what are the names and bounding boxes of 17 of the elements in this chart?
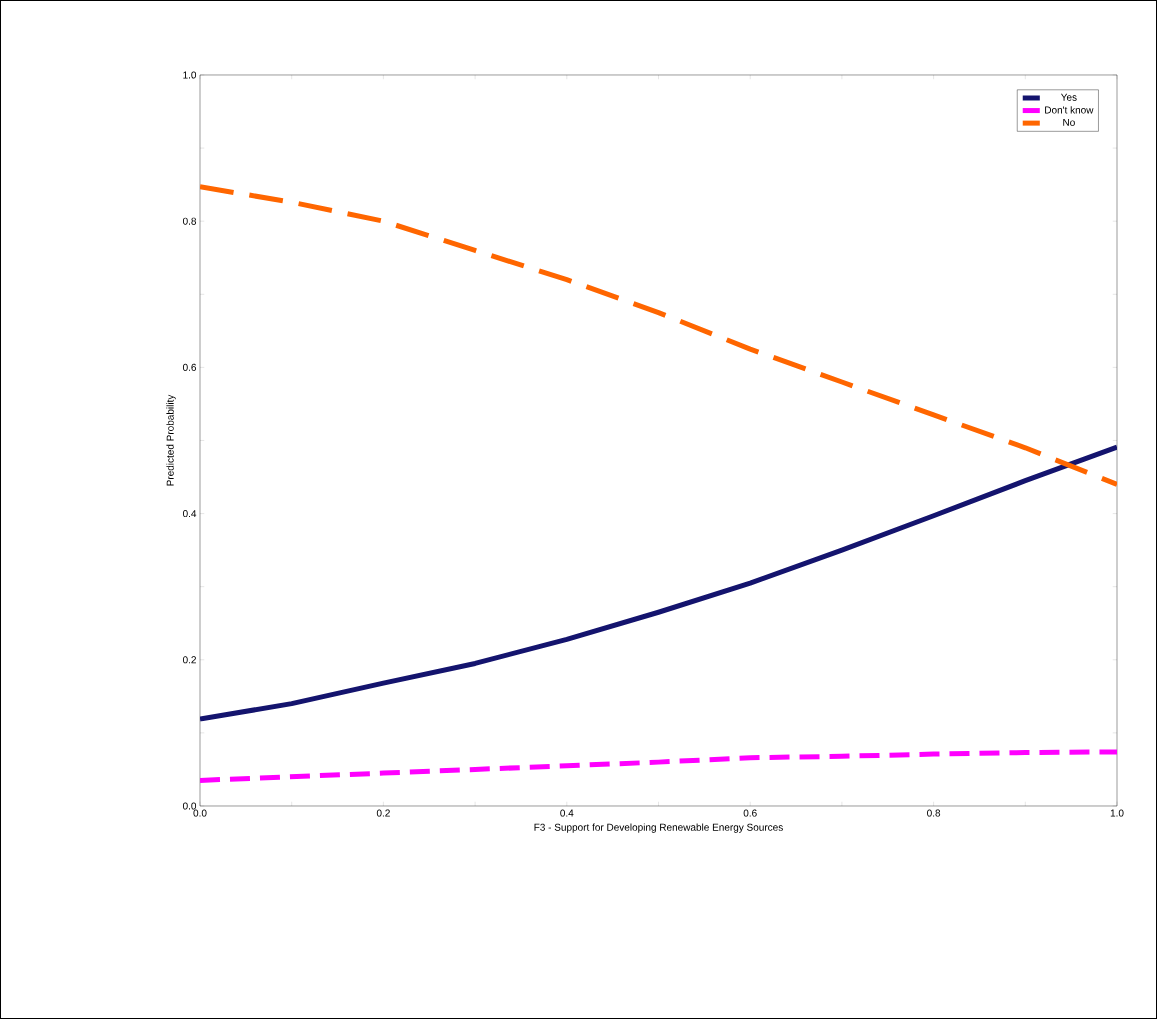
y-tick-label: 1.0	[183, 71, 197, 79]
legend-label: Yes	[1060, 93, 1077, 101]
x-axis-title: F3 - Support for Developing Renewable Energy Sources	[534, 823, 783, 833]
y-tick-label: 0.4	[182, 510, 197, 518]
x-tick-label: 0.2	[376, 809, 390, 817]
x-tick-label: 0.4	[560, 809, 574, 817]
y-tick-label: 0.0	[182, 802, 197, 810]
x-tick-label: 0.8	[927, 809, 941, 817]
legend-label: No	[1063, 118, 1075, 126]
x-tick-label: 1.0	[1110, 809, 1124, 817]
legend-label: Don't know	[1045, 106, 1094, 114]
y-axis-title: Predicted Probability	[166, 394, 176, 486]
y-tick-label: 0.2	[182, 656, 196, 664]
x-tick-label: 0.0	[193, 809, 207, 817]
x-tick-label: 0.6	[743, 809, 757, 817]
y-tick-label: 0.6	[182, 363, 197, 371]
y-tick-label: 0.8	[182, 217, 197, 225]
